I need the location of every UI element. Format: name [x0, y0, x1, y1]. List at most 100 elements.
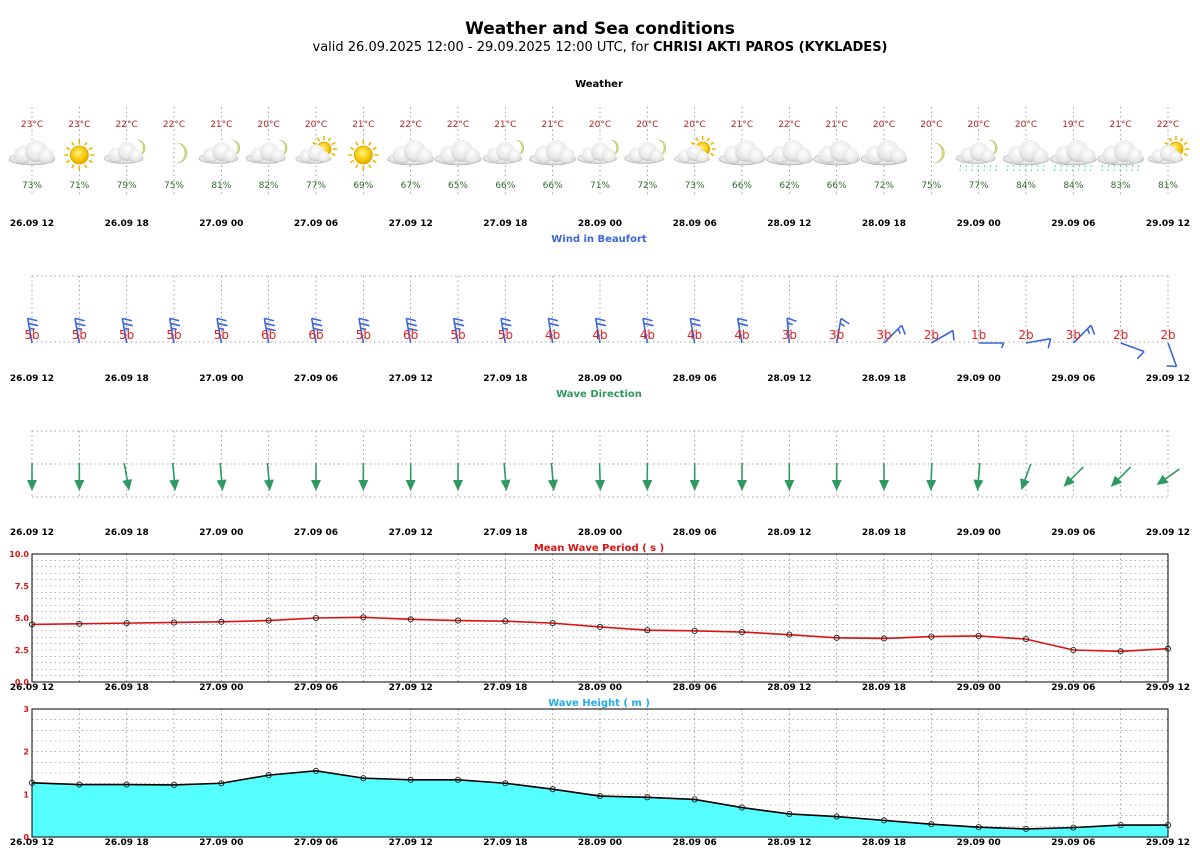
sun-ray	[88, 146, 93, 151]
wave-arrow-shaft	[171, 462, 176, 484]
wave-arrow	[926, 462, 937, 491]
barb-half-flag	[1000, 342, 1005, 349]
wind-barb	[263, 317, 276, 344]
time-tick-label: 27.09 00	[199, 683, 243, 693]
sun-ray	[368, 141, 372, 146]
cloud-icon	[577, 142, 617, 164]
temperature-label: 21°C	[731, 120, 753, 130]
sun-ray	[327, 137, 332, 142]
sun-ray	[1183, 141, 1188, 146]
beaufort-label: 5b	[356, 328, 371, 342]
beaufort-label: 2b	[924, 328, 939, 342]
data-point	[170, 781, 178, 788]
barb-staff	[883, 324, 903, 344]
sun-ray	[331, 141, 336, 146]
data-point	[76, 781, 83, 788]
barb-half-flag	[787, 322, 793, 326]
sun-ray	[312, 141, 317, 146]
wind-panel-title: Wind in Beaufort	[551, 234, 647, 245]
time-tick-label: 27.09 18	[483, 838, 527, 848]
time-tick-label: 27.09 12	[389, 528, 433, 538]
sun-ray	[65, 146, 71, 151]
rain-drops	[1053, 164, 1092, 174]
temperature-label: 21°C	[352, 120, 374, 130]
wind-barb	[405, 317, 418, 344]
wind-time-axis: 26.09 12 26.09 18 27.09 00 27.09 06 27.09 12…	[10, 374, 1190, 384]
wave-arrow	[1063, 466, 1084, 487]
time-tick-label: 27.09 00	[199, 219, 243, 229]
cloud-icon	[1147, 144, 1183, 164]
wind-barb	[736, 317, 749, 344]
wind-barb	[978, 342, 1005, 349]
chart-0: Mean Wave Period ( s ) 0.0 2.5 5.0 7.5 10.0 26…	[9, 543, 1190, 693]
data-point	[549, 620, 556, 627]
wind-barb	[1025, 337, 1052, 349]
rain-drop	[1024, 164, 1027, 174]
time-tick-label: 27.09 06	[294, 683, 338, 693]
wave-arrow-head	[1020, 478, 1030, 491]
wave-arrow-head	[358, 480, 369, 491]
wind-barb	[358, 317, 370, 344]
wind-barb	[1120, 342, 1145, 360]
wave-arrow	[595, 462, 606, 491]
barb-staff	[594, 318, 601, 344]
barb-flag	[312, 322, 323, 327]
cloud-icon	[674, 144, 710, 164]
humidity-label: 81%	[211, 181, 231, 191]
cloud-icon	[1050, 140, 1097, 166]
wind-barb	[883, 324, 906, 344]
panels-layer: Weather 23°C 73% 23°C 71% 22°C 79% 22°C 75% 21°C 8…	[8, 79, 1190, 848]
beaufort-label: 6b	[403, 328, 418, 342]
cloud-part	[416, 148, 433, 164]
wave-arrow-shaft	[1068, 466, 1084, 482]
barb-flag	[265, 322, 275, 327]
beaufort-label: 4b	[687, 328, 702, 342]
time-tick-label: 26.09 12	[10, 838, 54, 848]
barb-staff	[1167, 342, 1178, 367]
rain-drop	[959, 164, 962, 174]
data-point	[1022, 636, 1030, 643]
cloud-icon	[245, 142, 286, 164]
time-tick-label: 28.09 12	[767, 374, 811, 384]
barb-staff	[405, 318, 412, 344]
time-tick-label: 26.09 18	[105, 683, 149, 693]
y-tick-label: 2.5	[15, 646, 30, 655]
barb-half-flag	[123, 327, 130, 331]
time-tick-label: 28.09 06	[673, 838, 717, 848]
wave-arrow-shaft	[219, 462, 223, 484]
cloud-part	[507, 149, 522, 163]
time-tick-label: 28.09 00	[578, 374, 622, 384]
moon-shape	[176, 142, 188, 164]
time-tick-label: 28.09 06	[673, 374, 717, 384]
wind-barb	[786, 317, 797, 344]
wave-arrow-shaft	[930, 462, 933, 484]
humidity-label: 84%	[1063, 181, 1083, 191]
data-point	[975, 824, 982, 831]
barb-flag	[407, 322, 417, 327]
wave-arrow-head	[74, 480, 85, 491]
temperature-label: 20°C	[873, 120, 895, 130]
wave-arrow-head	[27, 480, 37, 491]
data-point	[691, 627, 698, 634]
temperature-label: 22°C	[116, 120, 138, 130]
sun-ray	[1168, 137, 1173, 142]
beaufort-label: 6b	[261, 328, 276, 342]
time-tick-label: 27.09 18	[483, 528, 527, 538]
temperature-label: 20°C	[684, 120, 706, 130]
wind-barb	[74, 317, 86, 344]
barb-flag	[169, 317, 180, 322]
sun-ray	[1183, 152, 1188, 157]
page-title: Weather and Sea conditions	[465, 19, 735, 39]
rain-drops	[959, 164, 998, 174]
barb-flag	[691, 322, 701, 327]
beaufort-label: 3b	[1066, 328, 1081, 342]
wind-barb	[452, 317, 465, 344]
rain-drop	[1030, 164, 1033, 174]
plot-frame	[31, 553, 1169, 683]
rain-drop	[1059, 164, 1062, 174]
wind-barb	[310, 317, 324, 344]
sun-ray	[88, 159, 93, 164]
barb-half-flag	[76, 327, 83, 331]
wave-arrow-shaft	[977, 462, 981, 484]
